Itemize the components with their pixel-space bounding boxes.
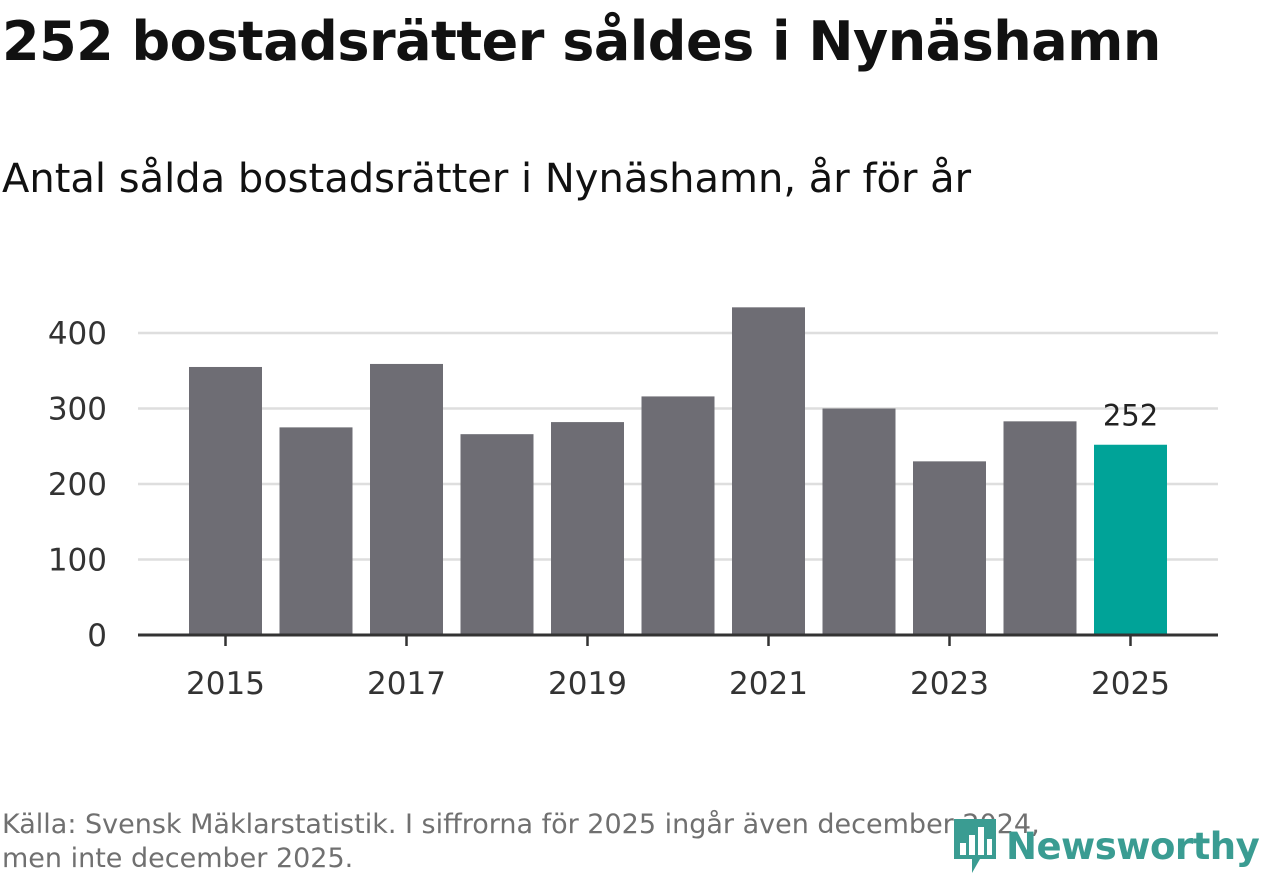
- source-line-1: Källa: Svensk Mäklarstatistik. I siffror…: [2, 809, 1040, 840]
- bar-2024: [1003, 421, 1077, 635]
- y-tick-label: 200: [48, 467, 107, 503]
- newsworthy-logo-icon: [954, 819, 996, 873]
- bar-2015: [189, 366, 262, 635]
- chart-title: 252 bostadsrätter såldes i Nynäshamn: [2, 10, 1161, 73]
- bar-2021: [732, 307, 805, 635]
- x-tick-label: 2015: [186, 666, 265, 702]
- x-tick-label: 2021: [729, 666, 808, 702]
- y-tick-label: 0: [87, 618, 107, 654]
- y-tick-label: 300: [48, 392, 107, 428]
- bar-2018: [460, 434, 534, 635]
- logo-text: Newsworthy: [1006, 824, 1260, 868]
- bar-2016: [279, 427, 353, 635]
- x-tick-label: 2019: [548, 666, 627, 702]
- bar-2022: [822, 408, 896, 635]
- bar-2025: [1094, 444, 1167, 635]
- chart-subtitle: Antal sålda bostadsrätter i Nynäshamn, å…: [2, 156, 972, 202]
- source-note: Källa: Svensk Mäklarstatistik. I siffror…: [2, 808, 1040, 876]
- x-tick-label: 2025: [1091, 666, 1170, 702]
- data-label-2025: 252: [1103, 399, 1158, 433]
- bar-2019: [551, 422, 624, 635]
- bar-2017: [370, 363, 443, 635]
- newsworthy-logo: Newsworthy: [950, 815, 1260, 877]
- bar-2020: [641, 396, 715, 635]
- x-tick-label: 2017: [367, 666, 446, 702]
- y-tick-label: 100: [48, 543, 107, 579]
- y-tick-label: 400: [48, 316, 107, 352]
- bar-2023: [913, 461, 986, 635]
- source-line-2: men inte december 2025.: [2, 843, 354, 874]
- x-tick-label: 2023: [910, 666, 989, 702]
